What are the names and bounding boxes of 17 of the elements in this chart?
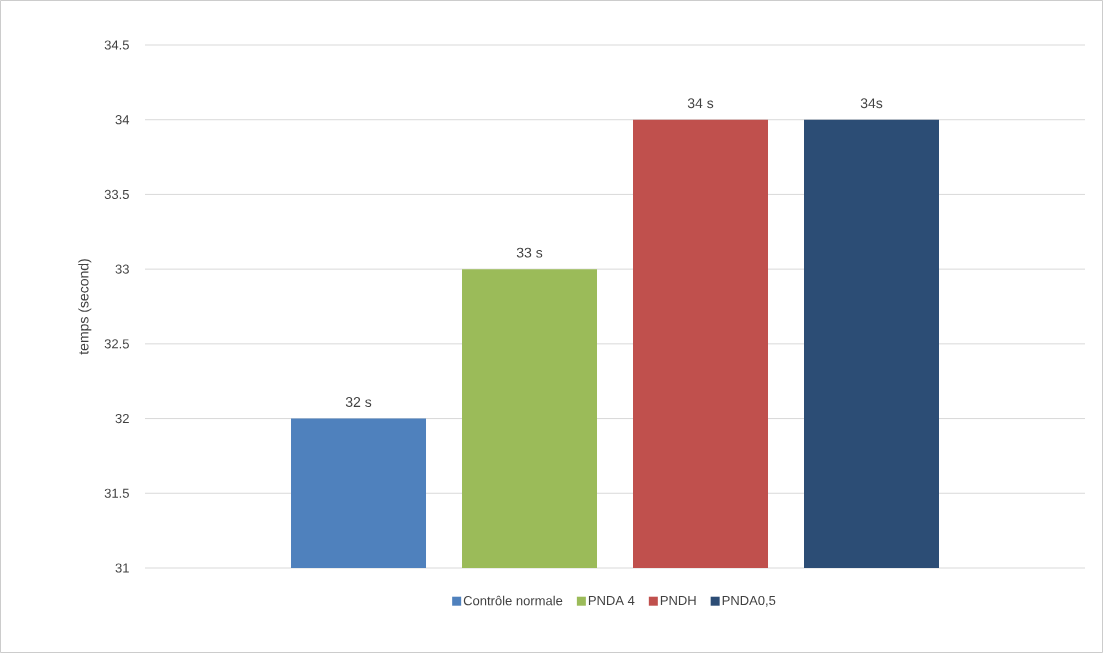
data-label: 32 s: [345, 397, 372, 408]
data-label: 34s: [860, 98, 883, 109]
y-tick-label: 31.5: [104, 488, 129, 498]
legend-label: Contrôle normale: [463, 595, 563, 606]
y-tick-label: 33: [115, 264, 129, 274]
y-axis-title: temps (second): [78, 259, 92, 355]
y-tick-label: 31: [115, 563, 129, 573]
data-label: 33 s: [516, 247, 543, 258]
legend-label: PNDA 4: [588, 595, 635, 605]
data-label: 34 s: [687, 98, 714, 109]
legend-label: PNDA0,5: [722, 595, 776, 607]
y-tick-label: 34: [115, 115, 130, 125]
legend-label: PNDH: [660, 595, 696, 605]
y-tick-label: 32.5: [104, 339, 129, 349]
y-tick-label: 33.5: [104, 189, 129, 200]
y-tick-label: 34.5: [104, 40, 129, 50]
y-tick-label: 32: [115, 413, 129, 424]
